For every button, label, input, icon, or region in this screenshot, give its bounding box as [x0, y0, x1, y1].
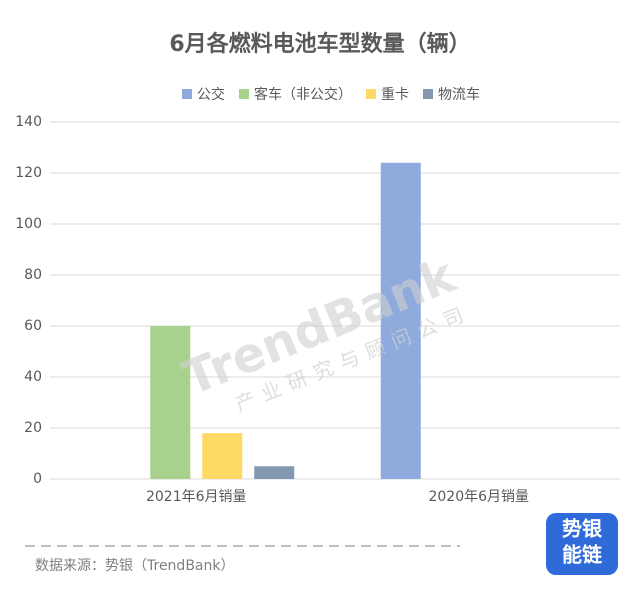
legend-label: 客车（非公交）	[254, 86, 352, 103]
legend-swatch	[182, 89, 192, 99]
legend-swatch	[239, 89, 249, 99]
y-tick-label: 40	[24, 369, 42, 385]
y-tick-label: 20	[24, 420, 42, 436]
legend-swatch	[423, 89, 433, 99]
logo-text: 能链	[562, 543, 603, 567]
y-tick-label: 0	[33, 471, 42, 487]
y-tick-label: 100	[15, 216, 42, 232]
bar	[150, 326, 191, 479]
legend-label: 公交	[197, 86, 225, 103]
bar	[202, 433, 243, 479]
logo-box	[546, 513, 618, 575]
x-tick-label: 2020年6月销量	[428, 489, 529, 505]
x-tick-label: 2021年6月销量	[146, 489, 247, 505]
y-tick-label: 60	[24, 318, 42, 334]
chart-title: 6月各燃料电池车型数量（辆）	[169, 31, 470, 57]
bar	[254, 466, 295, 479]
y-tick-label: 140	[15, 114, 42, 130]
legend-label: 重卡	[381, 87, 409, 103]
source: 数据来源：势银（TrendBank）	[35, 558, 234, 574]
legend-swatch	[366, 89, 376, 99]
legend-label: 物流车	[438, 86, 480, 103]
y-tick-label: 120	[15, 165, 42, 181]
bar	[380, 162, 421, 480]
logo-text: 势银	[562, 517, 603, 541]
y-tick-label: 80	[24, 267, 42, 283]
